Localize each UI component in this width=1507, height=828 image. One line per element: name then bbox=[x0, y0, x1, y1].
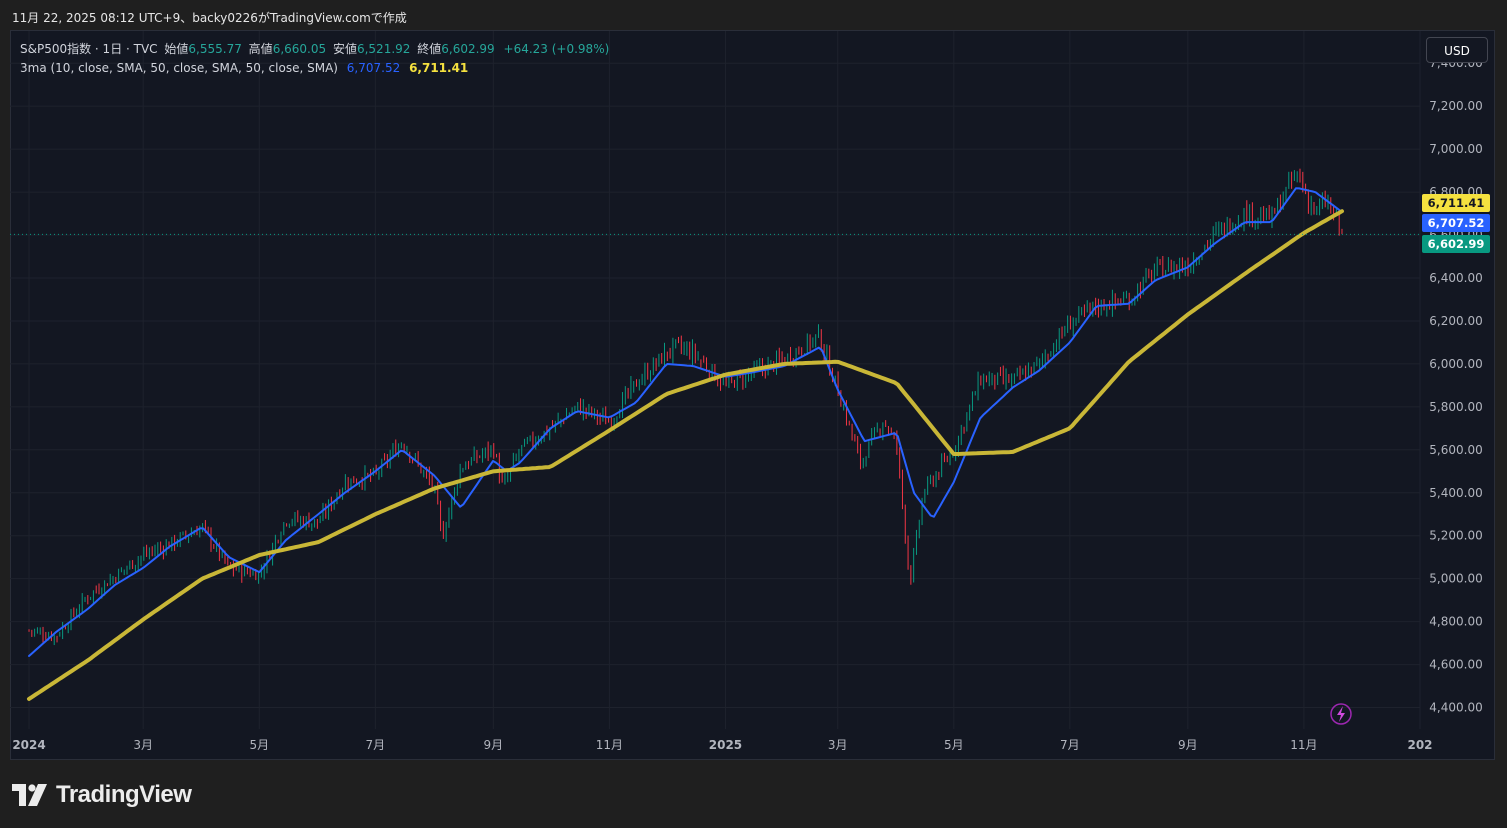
ma50-price-label: 6,711.41 bbox=[1422, 194, 1490, 212]
x-tick-label: 2024 bbox=[12, 738, 45, 752]
lightning-icon-ring bbox=[1330, 703, 1352, 725]
snapshot-caption: 11月 22, 2025 08:12 UTC+9、backy0226がTradi… bbox=[12, 11, 407, 25]
last-price-label: 6,602.99 bbox=[1422, 235, 1490, 253]
tradingview-logo-icon bbox=[12, 784, 47, 806]
ma-lines bbox=[10, 187, 1420, 701]
high-label: 高値 bbox=[248, 42, 273, 56]
tradingview-logo-text: TradingView bbox=[56, 781, 192, 808]
open-value: 6,555.77 bbox=[188, 42, 242, 56]
chart-frame[interactable] bbox=[10, 30, 1495, 760]
y-tick-label: 6,200.00 bbox=[1429, 314, 1482, 328]
x-tick-label: 2025 bbox=[709, 738, 742, 752]
ma50-value: 6,711.41 bbox=[409, 61, 469, 75]
chart-legend: S&P500指数 · 1日 · TVC 始値6,555.77 高値6,660.0… bbox=[20, 40, 609, 78]
ohlc-row: S&P500指数 · 1日 · TVC 始値6,555.77 高値6,660.0… bbox=[20, 40, 609, 59]
y-tick-label: 6,000.00 bbox=[1429, 357, 1482, 371]
x-tick-label: 5月 bbox=[249, 738, 269, 752]
x-tick-label: 3月 bbox=[828, 738, 848, 752]
y-tick-label: 5,600.00 bbox=[1429, 443, 1482, 457]
y-tick-label: 4,800.00 bbox=[1429, 615, 1482, 629]
y-tick-label: 4,600.00 bbox=[1429, 658, 1482, 672]
x-tick-label: 7月 bbox=[366, 738, 386, 752]
y-tick-label: 5,400.00 bbox=[1429, 486, 1482, 500]
tradingview-logo[interactable]: TradingView bbox=[12, 780, 192, 810]
y-tick-label: 5,800.00 bbox=[1429, 400, 1482, 414]
y-tick-label: 7,200.00 bbox=[1429, 99, 1482, 113]
close-value: 6,602.99 bbox=[441, 42, 495, 56]
x-tick-label: 9月 bbox=[1178, 738, 1198, 752]
low-value: 6,521.92 bbox=[356, 42, 411, 56]
ma10-line bbox=[28, 187, 1343, 657]
x-tick-label: 11月 bbox=[596, 738, 623, 752]
y-tick-label: 5,200.00 bbox=[1429, 529, 1482, 543]
currency-button[interactable]: USD bbox=[1426, 37, 1488, 63]
high-value: 6,660.05 bbox=[272, 42, 327, 56]
y-tick-label: 5,000.00 bbox=[1429, 572, 1482, 586]
x-tick-label: 5月 bbox=[944, 738, 964, 752]
change-value: +64.23 (+0.98%) bbox=[503, 42, 610, 56]
ma50-line bbox=[27, 209, 1344, 701]
y-tick-label: 4,400.00 bbox=[1429, 701, 1482, 715]
x-tick-label: 7月 bbox=[1060, 738, 1080, 752]
ma10-price-label: 6,707.52 bbox=[1422, 214, 1490, 232]
x-tick-label: 11月 bbox=[1290, 738, 1317, 752]
lightning-icon-bolt bbox=[1337, 706, 1345, 722]
x-tick-label: 9月 bbox=[483, 738, 503, 752]
time-axis: 2024 3月 5月 7月 9月 11月 2025 3月 5月 7月 9月 11月 202 bbox=[12, 738, 1432, 752]
price-axis: 7,400.007,200.007,000.006,800.006,600.00… bbox=[1429, 56, 1482, 714]
symbol-label[interactable]: S&P500指数 · 1日 · TVC bbox=[20, 42, 158, 56]
lightning-icon[interactable] bbox=[1330, 703, 1352, 725]
indicator-row: 3ma (10, close, SMA, 50, close, SMA, 50,… bbox=[20, 59, 609, 78]
low-label: 安値 bbox=[332, 42, 357, 56]
y-tick-label: 6,400.00 bbox=[1429, 271, 1482, 285]
close-label: 終値 bbox=[417, 42, 442, 56]
x-tick-label: 3月 bbox=[133, 738, 153, 752]
grid bbox=[10, 31, 1421, 729]
indicator-label[interactable]: 3ma (10, close, SMA, 50, close, SMA, 50,… bbox=[20, 61, 338, 75]
top-bar: 11月 22, 2025 08:12 UTC+9、backy0226がTradi… bbox=[0, 0, 1507, 30]
ma10-value: 6,707.52 bbox=[346, 61, 401, 75]
open-label: 始値 bbox=[164, 42, 189, 56]
y-tick-label: 7,000.00 bbox=[1429, 142, 1482, 156]
x-tick-label: 202 bbox=[1407, 738, 1432, 752]
